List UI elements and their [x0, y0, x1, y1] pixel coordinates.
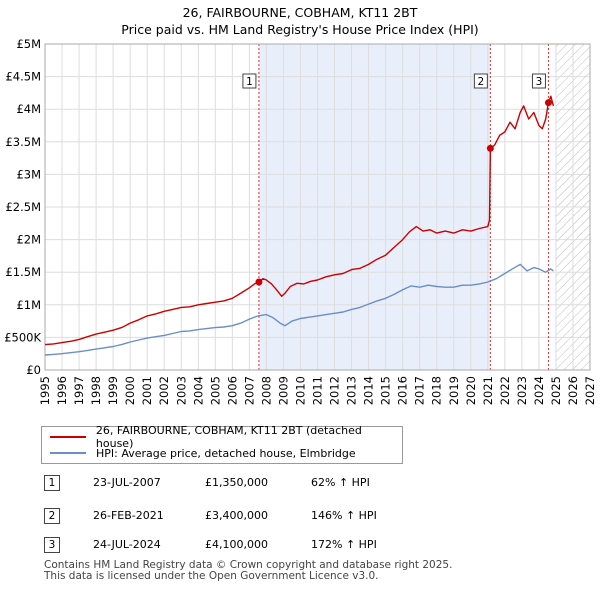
- annotation-box-3: [531, 73, 546, 89]
- legend-swatch-property: [50, 436, 86, 438]
- y-tick-label: £1.5M: [5, 265, 41, 279]
- transaction-date: 26-FEB-2021: [93, 509, 164, 522]
- y-tick-label: £500K: [4, 330, 41, 344]
- footer-attribution: Contains HM Land Registry data © Crown c…: [44, 560, 452, 582]
- x-tick-label: 2005: [208, 376, 222, 405]
- y-tick-label: £1M: [16, 298, 41, 312]
- x-tick-label: 1995: [38, 376, 52, 405]
- sale-point-1: [255, 278, 263, 286]
- y-tick-label: £5M: [16, 37, 41, 51]
- sale-point-3: [544, 99, 552, 107]
- sale-point-2: [486, 144, 494, 152]
- table-row: 3 24-JUL-2024 £4,100,000 172% ↑ HPI: [44, 535, 444, 555]
- transaction-hpi-change: 62% ↑ HPI: [311, 476, 370, 489]
- transaction-date: 23-JUL-2007: [93, 476, 161, 489]
- y-tick-label: £4M: [16, 102, 41, 116]
- x-tick-label: 2004: [191, 376, 205, 405]
- annotation-label-1: 1: [246, 76, 253, 88]
- x-tick-label: 2014: [362, 376, 376, 405]
- x-tick-label: 2002: [157, 376, 171, 405]
- transaction-number-badge: 1: [44, 475, 60, 491]
- table-row: 1 23-JUL-2007 £1,350,000 62% ↑ HPI: [44, 473, 444, 493]
- x-tick-label: 2009: [276, 376, 290, 405]
- chart-subtitle: Price paid vs. HM Land Registry's House …: [121, 22, 479, 37]
- legend-label-hpi: HPI: Average price, detached house, Elmb…: [96, 446, 356, 460]
- y-tick-label: £4.5M: [5, 70, 41, 84]
- annotation-label-3: 3: [536, 76, 543, 88]
- x-tick-label: 2000: [123, 376, 137, 405]
- x-tick-label: 2001: [140, 376, 154, 405]
- x-tick-label: 1996: [55, 376, 69, 405]
- x-tick-label: 2016: [396, 376, 410, 405]
- y-tick-label: £3M: [16, 167, 41, 181]
- x-tick-label: 2021: [481, 376, 495, 405]
- legend-swatch-hpi: [50, 452, 86, 454]
- x-tick-label: 2006: [225, 376, 239, 405]
- x-tick-label: 2025: [549, 376, 563, 405]
- legend-label-property: 26, FAIRBOURNE, COBHAM, KT11 2BT (detach…: [95, 424, 362, 450]
- x-tick-label: 2011: [311, 376, 325, 405]
- transaction-hpi-change: 172% ↑ HPI: [311, 538, 377, 551]
- x-tick-label: 2026: [566, 376, 580, 405]
- y-tick-label: £3.5M: [5, 135, 41, 149]
- transaction-number-badge: 3: [44, 537, 60, 553]
- chart-title-block: 26, FAIRBOURNE, COBHAM, KT11 2BT Price p…: [0, 4, 600, 38]
- y-tick-label: £2.5M: [5, 200, 41, 214]
- annotation-label-2: 2: [478, 76, 485, 88]
- transaction-date: 24-JUL-2024: [93, 538, 161, 551]
- hpi-line: [44, 263, 554, 356]
- annotation-box-1: [242, 73, 257, 89]
- transaction-number-badge: 2: [44, 508, 60, 524]
- price-chart: 1 2 3 £0 £500K £1M £1.5M £2M £2.5M £3M £3.5M £4M £4.…: [4, 37, 597, 405]
- transaction-price: £4,100,000: [205, 538, 268, 551]
- x-tick-label: 2003: [174, 376, 188, 405]
- legend-item-hpi: HPI: Average price, detached house, Elmb…: [50, 445, 356, 461]
- x-tick-label: 2015: [379, 376, 393, 405]
- annotation-box-2: [473, 73, 488, 89]
- x-tick-label: 2027: [583, 376, 597, 405]
- legend-item-property: 26, FAIRBOURNE, COBHAM, KT11 2BT (detach…: [50, 424, 402, 450]
- x-tick-label: 2007: [242, 376, 256, 405]
- y-tick-label: £2M: [16, 233, 41, 247]
- x-tick-label: 2008: [259, 376, 273, 405]
- x-tick-label: 2017: [413, 376, 427, 405]
- transaction-hpi-change: 146% ↑ HPI: [311, 509, 377, 522]
- plot-frame: [44, 43, 591, 371]
- x-tick-label: 2012: [328, 376, 342, 405]
- x-tick-label: 1997: [72, 376, 86, 405]
- x-tick-label: 1998: [89, 376, 103, 405]
- chart-title: 26, FAIRBOURNE, COBHAM, KT11 2BT: [182, 5, 418, 20]
- x-tick-label: 2023: [515, 376, 529, 405]
- transaction-price: £1,350,000: [205, 476, 268, 489]
- x-tick-label: 2010: [293, 376, 307, 405]
- x-tick-label: 2020: [464, 376, 478, 405]
- table-row: 2 26-FEB-2021 £3,400,000 146% ↑ HPI: [44, 506, 444, 526]
- x-tick-label: 2019: [447, 376, 461, 405]
- property-price-line: [44, 95, 555, 346]
- x-tick-label: 2024: [532, 376, 546, 405]
- x-tick-label: 2018: [430, 376, 444, 405]
- x-tick-label: 1999: [106, 376, 120, 405]
- y-tick-label: £0: [26, 363, 41, 377]
- footer-copyright: Contains HM Land Registry data © Crown c…: [44, 559, 453, 571]
- footer-licence: This data is licensed under the Open Gov…: [44, 570, 379, 582]
- transaction-price: £3,400,000: [205, 509, 268, 522]
- x-tick-label: 2013: [345, 376, 359, 405]
- x-tick-label: 2022: [498, 376, 512, 405]
- chart-legend: 26, FAIRBOURNE, COBHAM, KT11 2BT (detach…: [41, 424, 403, 464]
